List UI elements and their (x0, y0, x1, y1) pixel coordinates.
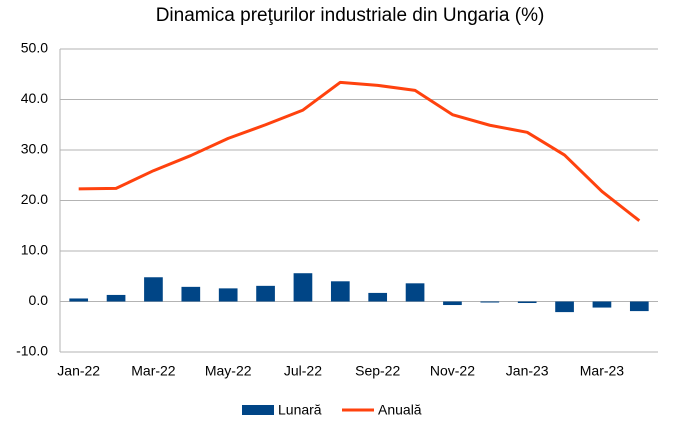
y-tick-label: 10.0 (21, 242, 48, 258)
x-tick-label: Jan-22 (57, 363, 100, 379)
bar (330, 281, 350, 302)
x-tick-label: Mar-22 (131, 363, 176, 379)
x-tick-label: Mar-23 (580, 363, 625, 379)
bar (144, 277, 163, 302)
bar (443, 301, 462, 306)
bar (293, 273, 313, 302)
y-tick-label: 40.0 (21, 90, 48, 106)
bar (480, 301, 500, 303)
bar (405, 283, 425, 302)
bar (592, 301, 612, 308)
bar (368, 292, 388, 302)
x-tick-label: Nov-22 (430, 363, 475, 379)
bar (555, 301, 574, 313)
y-tick-label: -10.0 (16, 343, 48, 359)
bar (106, 294, 126, 302)
x-tick-label: Jul-22 (284, 363, 322, 379)
legend-swatch (242, 405, 274, 415)
bar (629, 301, 649, 312)
bar (69, 298, 89, 302)
x-tick-label: May-22 (205, 363, 252, 379)
y-tick-label: 20.0 (21, 191, 48, 207)
y-tick-label: 30.0 (21, 141, 48, 157)
legend-label: Lunară (278, 402, 322, 418)
bar (517, 301, 537, 304)
x-tick-label: Jan-23 (506, 363, 549, 379)
y-tick-label: 0.0 (29, 292, 49, 308)
chart-title: Dinamica preţurilor industriale din Unga… (156, 5, 545, 26)
bar (256, 285, 275, 302)
bar (218, 288, 238, 302)
bar (181, 286, 201, 302)
legend-label: Anuală (378, 402, 422, 418)
line (78, 80, 641, 222)
x-tick-label: Sep-22 (355, 363, 400, 379)
y-tick-label: 50.0 (21, 40, 48, 56)
